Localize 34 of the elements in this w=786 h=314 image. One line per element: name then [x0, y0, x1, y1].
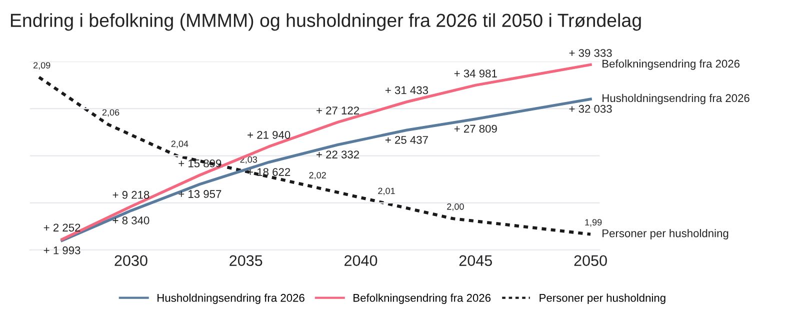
x-tick-label: 2035 [230, 255, 262, 266]
data-label: + 1 993 [44, 246, 80, 254]
text: Personer per husholdning [602, 229, 728, 240]
data-label: + 27 809 [454, 124, 497, 133]
data-label: 2,04 [171, 140, 188, 148]
legend-label: Husholdningsendring fra 2026 [158, 294, 304, 304]
data-label: + 31 433 [385, 86, 428, 94]
data-label: + 13 957 [178, 190, 222, 198]
text: Befolkningsendring fra 2026 [602, 60, 740, 70]
data-label: + 18 622 [248, 168, 290, 176]
data-label: 2,01 [378, 188, 395, 196]
data-label: 2,09 [34, 62, 50, 70]
data-label: + 34 981 [454, 70, 497, 78]
data-label: + 8 340 [112, 216, 150, 224]
data-label: + 25 437 [385, 136, 428, 144]
x-tick-label: 2045 [459, 255, 492, 266]
data-label: + 27 122 [316, 106, 359, 114]
data-label: 2,00 [447, 203, 464, 211]
data-label: 1,99 [585, 219, 602, 227]
data-label: + 9 218 [112, 190, 150, 199]
data-label: + 22 332 [316, 150, 359, 158]
x-tick-label: 2040 [344, 255, 378, 266]
data-label: + 32 033 [569, 104, 612, 113]
x-tick-label: 2050 [574, 255, 607, 266]
text: Husholdningsendring fra 2026 [602, 94, 750, 104]
data-label: + 21 940 [248, 130, 290, 139]
chart-title: Endring i befolkning (MMMM) og husholdninger fra 2026 til 2050 i Trøndelag [10, 13, 641, 31]
data-label: 2,06 [102, 109, 120, 117]
data-label: 2,02 [309, 172, 326, 180]
data-label: + 39 333 [569, 49, 612, 57]
legend-label: Befolkningsendring fra 2026 [354, 294, 491, 304]
legend-label: Personer per husholdning [540, 294, 666, 304]
x-tick-label: 2030 [114, 255, 148, 266]
data-label: + 2 252 [44, 224, 80, 232]
